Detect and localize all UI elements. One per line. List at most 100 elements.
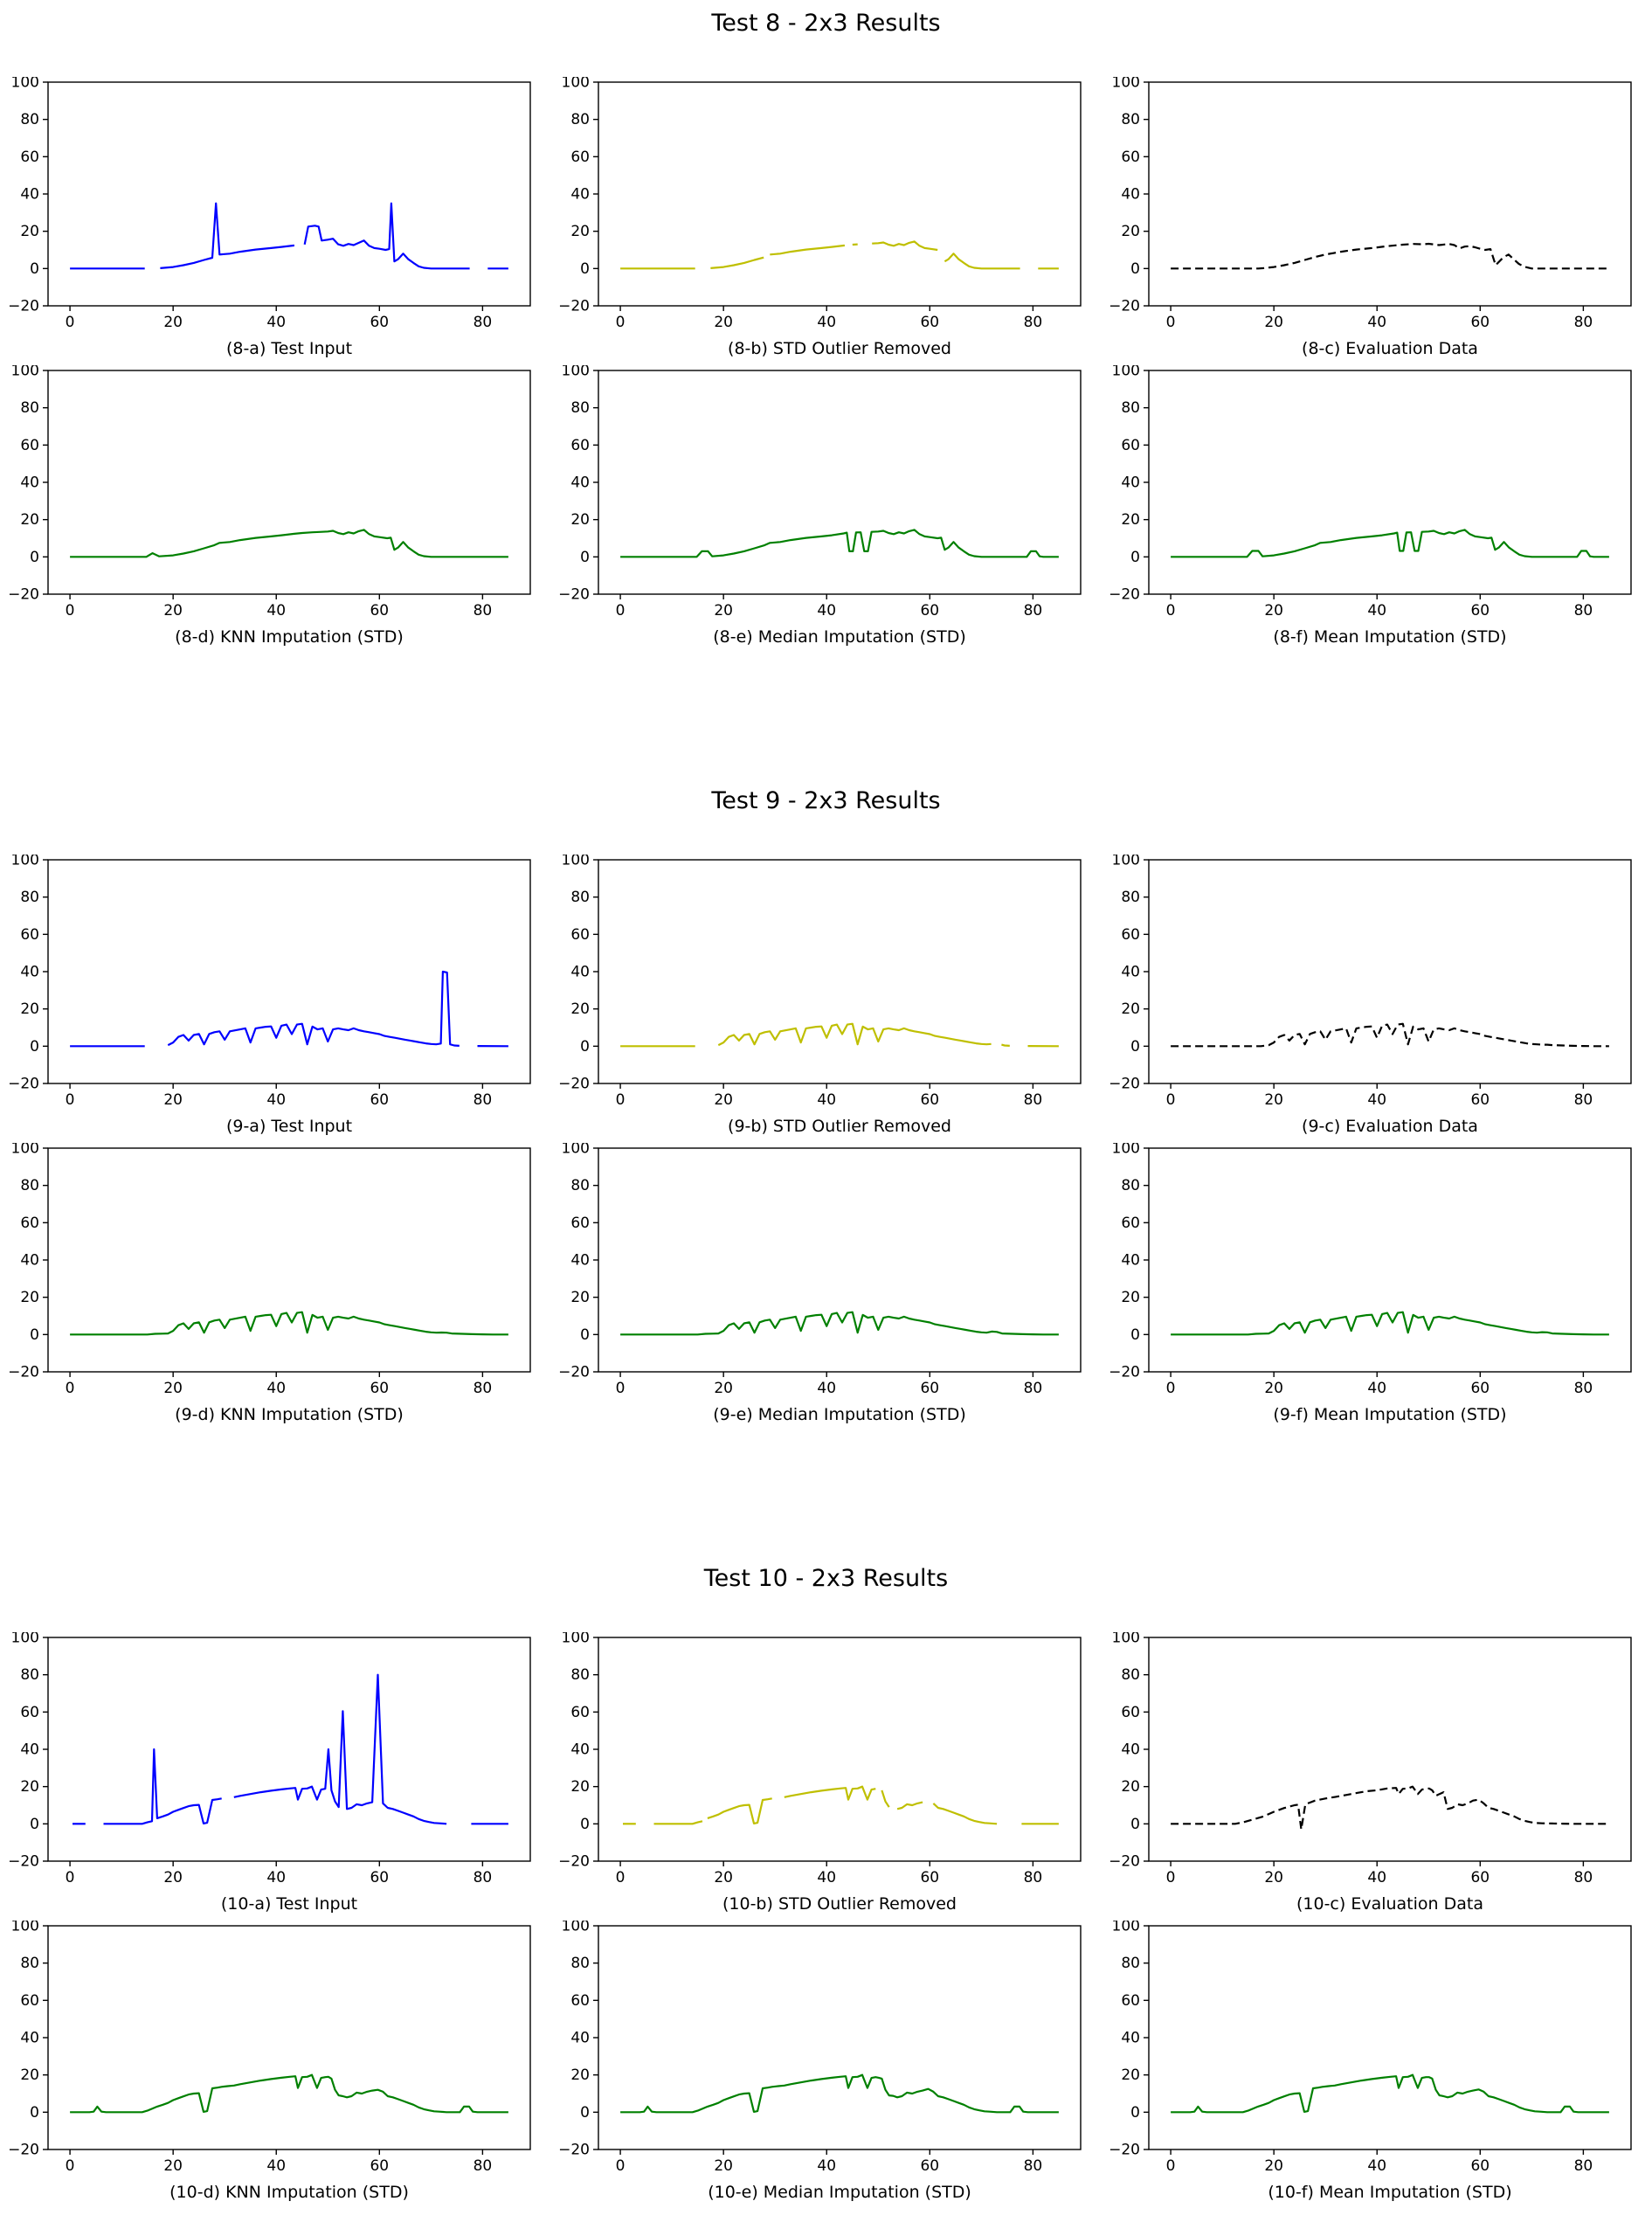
figure-page: Test 8 - 2x3 Results −20 0 20 40 60 80 100 0 20 4…	[0, 9, 1652, 2204]
plot-caption-10-b: (10-b) STD Outlier Removed	[722, 1894, 957, 1914]
plot-caption-10-a: (10-a) Test Input	[220, 1894, 358, 1914]
svg-text:20: 20	[1121, 511, 1140, 529]
svg-text:40: 40	[1121, 186, 1140, 204]
svg-text:100: 100	[1112, 1632, 1140, 1647]
plot-row: −20 0 20 40 60 80 100 0 20 40 60 80 (9-d) KNN Imput…	[0, 1143, 1652, 1426]
plot-canvas-8-d: −20 0 20 40 60 80 100 0 20 40 60 80	[8, 365, 531, 620]
svg-text:100: 100	[562, 1143, 590, 1158]
figure-section-test-10: Test 10 - 2x3 Results −20 0 20 40 60 80 100 0 20…	[0, 1564, 1652, 2204]
svg-text:0: 0	[580, 1326, 590, 1344]
plot-caption-10-c: (10-c) Evaluation Data	[1296, 1894, 1483, 1914]
svg-text:−20: −20	[1109, 586, 1140, 604]
svg-text:60: 60	[570, 437, 590, 454]
plot-canvas-10-f: −20 0 20 40 60 80 100 0 20 40 60 80	[1109, 1921, 1632, 2175]
plot-10-a: −20 0 20 40 60 80 100 0 20 40 60 80 (10-a) Test Inp…	[0, 1632, 550, 1915]
svg-text:60: 60	[920, 1380, 939, 1397]
svg-text:100: 100	[11, 855, 39, 869]
svg-text:60: 60	[920, 2157, 939, 2175]
svg-text:80: 80	[570, 889, 590, 906]
svg-text:80: 80	[1574, 1380, 1593, 1397]
svg-text:0: 0	[1166, 314, 1176, 331]
svg-text:100: 100	[1112, 1143, 1140, 1158]
plot-10-b: −20 0 20 40 60 80 100 0 20 40 60 80 (10-b) STD Outl…	[550, 1632, 1101, 1915]
svg-text:60: 60	[370, 1869, 389, 1886]
svg-text:0: 0	[616, 1380, 626, 1397]
svg-text:20: 20	[1121, 1000, 1140, 1018]
plot-canvas-9-c: −20 0 20 40 60 80 100 0 20 40 60 80	[1109, 855, 1632, 1109]
svg-text:20: 20	[714, 2157, 733, 2175]
plot-8-c: −20 0 20 40 60 80 100 0 20 40 60 80 (8-c) Evaluatio…	[1101, 77, 1651, 360]
svg-text:60: 60	[570, 1992, 590, 2010]
svg-text:0: 0	[1130, 1816, 1140, 1833]
svg-text:80: 80	[1574, 602, 1593, 620]
svg-text:40: 40	[1367, 2157, 1386, 2175]
svg-text:−20: −20	[8, 1364, 39, 1381]
svg-text:0: 0	[66, 602, 75, 620]
svg-text:−20: −20	[1109, 1076, 1140, 1093]
svg-text:60: 60	[1121, 1704, 1140, 1721]
plot-8-d: −20 0 20 40 60 80 100 0 20 40 60 80 (8-d) KNN Imput…	[0, 365, 550, 648]
plot-canvas-8-f: −20 0 20 40 60 80 100 0 20 40 60 80	[1109, 365, 1632, 620]
svg-text:60: 60	[20, 149, 39, 166]
svg-text:60: 60	[920, 1091, 939, 1109]
svg-text:80: 80	[570, 111, 590, 128]
svg-text:60: 60	[920, 314, 939, 331]
svg-text:20: 20	[1121, 1778, 1140, 1796]
svg-text:20: 20	[163, 1091, 183, 1109]
svg-text:100: 100	[562, 365, 590, 380]
svg-text:0: 0	[66, 314, 75, 331]
plot-caption-8-a: (8-a) Test Input	[225, 339, 353, 358]
svg-text:0: 0	[580, 2104, 590, 2122]
svg-text:100: 100	[1112, 365, 1140, 380]
figure-section-test-9: Test 9 - 2x3 Results −20 0 20 40 60 80 100 0 20 4…	[0, 786, 1652, 1426]
plot-10-d: −20 0 20 40 60 80 100 0 20 40 60 80 (10-d) KNN Impu…	[0, 1921, 550, 2204]
svg-text:−20: −20	[558, 2142, 590, 2159]
svg-text:40: 40	[817, 2157, 836, 2175]
svg-text:80: 80	[1121, 889, 1140, 906]
svg-text:−20: −20	[8, 298, 39, 315]
svg-text:40: 40	[570, 186, 590, 204]
svg-text:100: 100	[562, 1921, 590, 1935]
svg-text:20: 20	[20, 1778, 39, 1796]
svg-text:20: 20	[163, 314, 183, 331]
svg-text:100: 100	[562, 1632, 590, 1647]
svg-text:20: 20	[1264, 314, 1283, 331]
svg-text:60: 60	[1470, 1091, 1490, 1109]
svg-text:−20: −20	[1109, 2142, 1140, 2159]
plot-canvas-10-e: −20 0 20 40 60 80 100 0 20 40 60 80	[558, 1921, 1082, 2175]
svg-text:0: 0	[616, 2157, 626, 2175]
plot-caption-9-f: (9-f) Mean Imputation (STD)	[1273, 1405, 1507, 1424]
svg-text:40: 40	[1121, 964, 1140, 981]
plot-caption-9-a: (9-a) Test Input	[225, 1117, 353, 1136]
svg-text:80: 80	[1024, 314, 1043, 331]
svg-text:40: 40	[817, 602, 836, 620]
svg-text:20: 20	[570, 223, 590, 240]
figure-title-test-10: Test 10 - 2x3 Results	[703, 1565, 949, 1592]
plot-9-b: −20 0 20 40 60 80 100 0 20 40 60 80 (9-b) STD Outli…	[550, 855, 1101, 1138]
svg-text:0: 0	[580, 549, 590, 566]
svg-text:40: 40	[817, 314, 836, 331]
svg-text:40: 40	[817, 1869, 836, 1886]
svg-text:60: 60	[370, 1380, 389, 1397]
svg-text:0: 0	[66, 1380, 75, 1397]
svg-text:−20: −20	[558, 1076, 590, 1093]
plot-canvas-9-b: −20 0 20 40 60 80 100 0 20 40 60 80	[558, 855, 1082, 1109]
plot-9-c: −20 0 20 40 60 80 100 0 20 40 60 80 (9-c) Evaluatio…	[1101, 855, 1651, 1138]
svg-text:80: 80	[1024, 1869, 1043, 1886]
svg-text:0: 0	[30, 1816, 39, 1833]
svg-text:100: 100	[562, 855, 590, 869]
svg-text:40: 40	[1121, 474, 1140, 492]
svg-text:−20: −20	[1109, 298, 1140, 315]
plot-caption-9-d: (9-d) KNN Imputation (STD)	[175, 1405, 404, 1424]
svg-text:60: 60	[1470, 1380, 1490, 1397]
svg-text:0: 0	[1166, 1869, 1176, 1886]
plot-9-f: −20 0 20 40 60 80 100 0 20 40 60 80 (9-f) Mean Impu…	[1101, 1143, 1651, 1426]
svg-text:40: 40	[266, 1380, 286, 1397]
svg-text:60: 60	[20, 437, 39, 454]
svg-text:40: 40	[20, 2030, 39, 2047]
svg-text:0: 0	[30, 260, 39, 278]
svg-text:20: 20	[714, 1091, 733, 1109]
plot-canvas-10-a: −20 0 20 40 60 80 100 0 20 40 60 80	[8, 1632, 531, 1886]
plot-row: −20 0 20 40 60 80 100 0 20 40 60 80 (8-d) KNN Imput…	[0, 365, 1652, 648]
svg-text:20: 20	[714, 602, 733, 620]
